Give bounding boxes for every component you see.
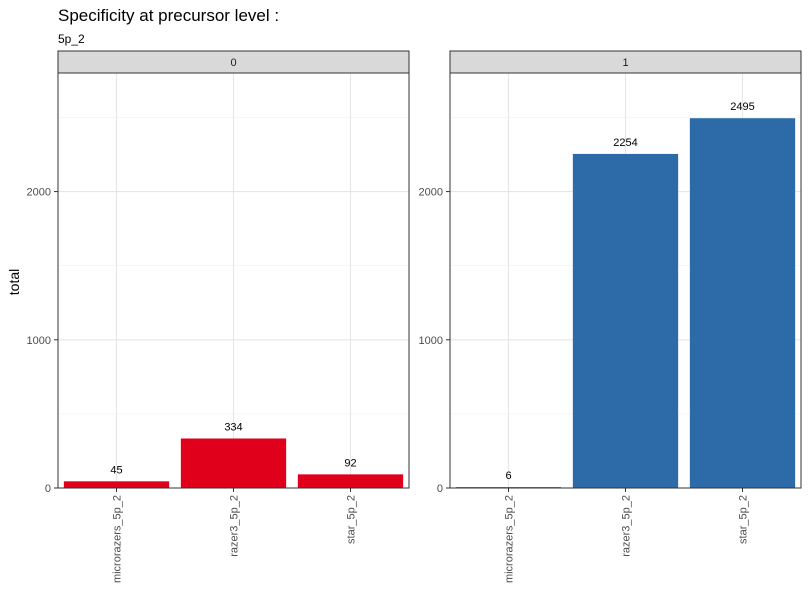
y-tick-label: 0 [437, 483, 443, 495]
x-tick-label: star_5p_2 [346, 495, 358, 544]
bar-razer3_5p_2 [572, 153, 679, 489]
strip-label: 0 [230, 57, 236, 69]
bar-razer3_5p_2 [180, 438, 287, 488]
y-tick-label: 1000 [419, 335, 443, 347]
y-tick-label: 1000 [27, 335, 51, 347]
x-tick-label: microrazers_5p_2 [504, 495, 516, 583]
data-label: 45 [110, 464, 122, 476]
y-tick-label: 0 [45, 483, 51, 495]
y-tick-label: 2000 [27, 187, 51, 199]
panels: 45 334 92 0 0 1000 2000 microrazers_5p_2 razer3_… [27, 50, 802, 583]
panel-1: 6 2254 2495 1 0 1000 2000 microrazers_5p_2 razer… [419, 50, 802, 583]
data-label: 2254 [613, 137, 637, 149]
x-tick-label: star_5p_2 [738, 495, 750, 544]
x-tick-label: microrazers_5p_2 [112, 495, 124, 583]
data-label: 92 [344, 457, 356, 469]
bar-star_5p_2 [689, 118, 796, 489]
bar-star_5p_2 [297, 474, 404, 488]
data-label: 2495 [730, 101, 754, 113]
x-tick-label: razer3_5p_2 [621, 495, 633, 557]
panel-0: 45 334 92 0 0 1000 2000 microrazers_5p_2 razer3_… [27, 50, 410, 583]
bar-microrazers_5p_2 [63, 481, 170, 488]
strip-background [57, 50, 410, 74]
chart-subtitle: 5p_2 [58, 32, 85, 46]
strip-background [449, 50, 802, 74]
y-axis-label: total [6, 269, 22, 295]
y-tick-label: 2000 [419, 187, 443, 199]
data-label: 334 [224, 421, 242, 433]
chart-title: Specificity at precursor level : [58, 6, 279, 25]
data-label: 6 [505, 470, 511, 482]
strip-label: 1 [622, 57, 628, 69]
x-tick-label: razer3_5p_2 [229, 495, 241, 557]
